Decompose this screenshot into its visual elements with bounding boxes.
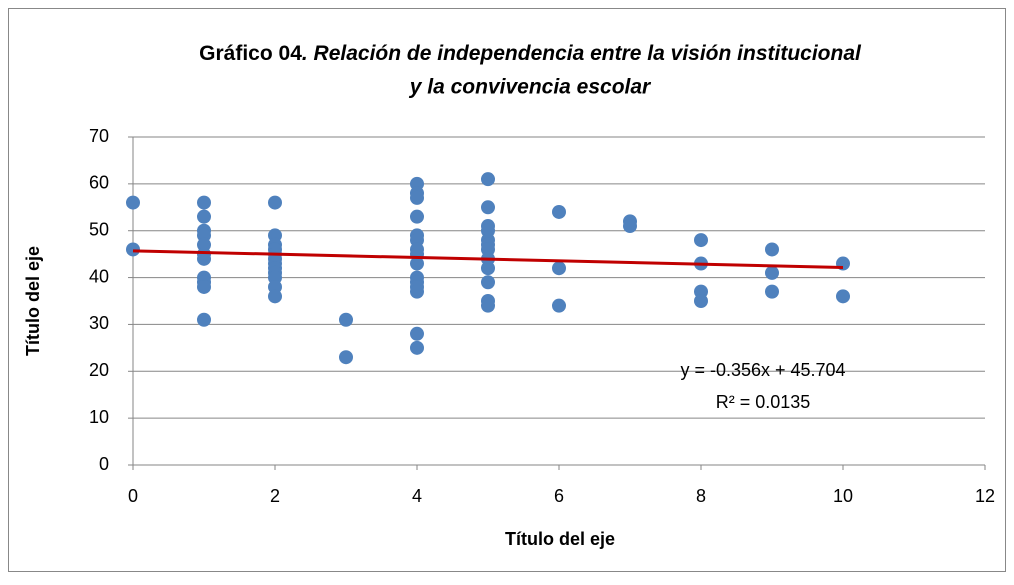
point (552, 298, 566, 313)
y-axis-label: Título del eje (23, 246, 43, 356)
y-tick-label: 60 (89, 173, 109, 193)
point (552, 204, 566, 219)
x-tick-label: 6 (554, 486, 564, 506)
point (481, 172, 495, 187)
point (197, 312, 211, 327)
title-part: . Relación de independencia entre la vis… (302, 42, 862, 65)
point (126, 242, 140, 257)
point (410, 326, 424, 341)
point (197, 195, 211, 210)
point (126, 195, 140, 210)
point (410, 340, 424, 355)
trendline-equation: y = -0.356x + 45.704 (680, 360, 845, 380)
point (339, 312, 353, 327)
y-tick-label: 0 (99, 454, 109, 474)
trendline-r-squared: R² = 0.0135 (716, 392, 811, 412)
chart-title: y la convivencia escolar (409, 76, 652, 99)
point (765, 284, 779, 299)
x-tick-label: 10 (833, 486, 853, 506)
point (481, 261, 495, 276)
y-tick-label: 50 (89, 219, 109, 239)
point (836, 289, 850, 304)
x-axis-label: Título del eje (505, 529, 615, 549)
x-tick-label: 0 (128, 486, 138, 506)
trendline (132, 249, 844, 270)
x-tick-label: 4 (412, 486, 422, 506)
point (481, 298, 495, 313)
point (197, 251, 211, 266)
point (481, 275, 495, 290)
point (694, 233, 708, 248)
point (339, 350, 353, 365)
point (197, 279, 211, 294)
y-tick-label: 20 (89, 360, 109, 380)
point (623, 219, 637, 234)
y-tick-label: 30 (89, 313, 109, 333)
point (765, 265, 779, 280)
point (694, 294, 708, 308)
title-part: Gráfico 04 (199, 42, 302, 65)
x-tick-label: 8 (696, 486, 706, 506)
point (410, 256, 424, 271)
x-tick-label: 12 (975, 486, 995, 506)
x-tick-label: 2 (270, 486, 280, 506)
point (410, 209, 424, 224)
point (481, 200, 495, 215)
chart-title: Gráfico 04. Relación de independencia en… (199, 42, 862, 65)
point (765, 242, 779, 257)
chart-border (8, 8, 1006, 572)
y-tick-label: 40 (89, 266, 109, 286)
point (410, 190, 424, 205)
point (410, 284, 424, 299)
point (552, 261, 566, 276)
y-tick-label: 70 (89, 126, 109, 146)
point (268, 195, 282, 210)
y-tick-label: 10 (89, 407, 109, 427)
point (268, 289, 282, 304)
point (197, 209, 211, 224)
